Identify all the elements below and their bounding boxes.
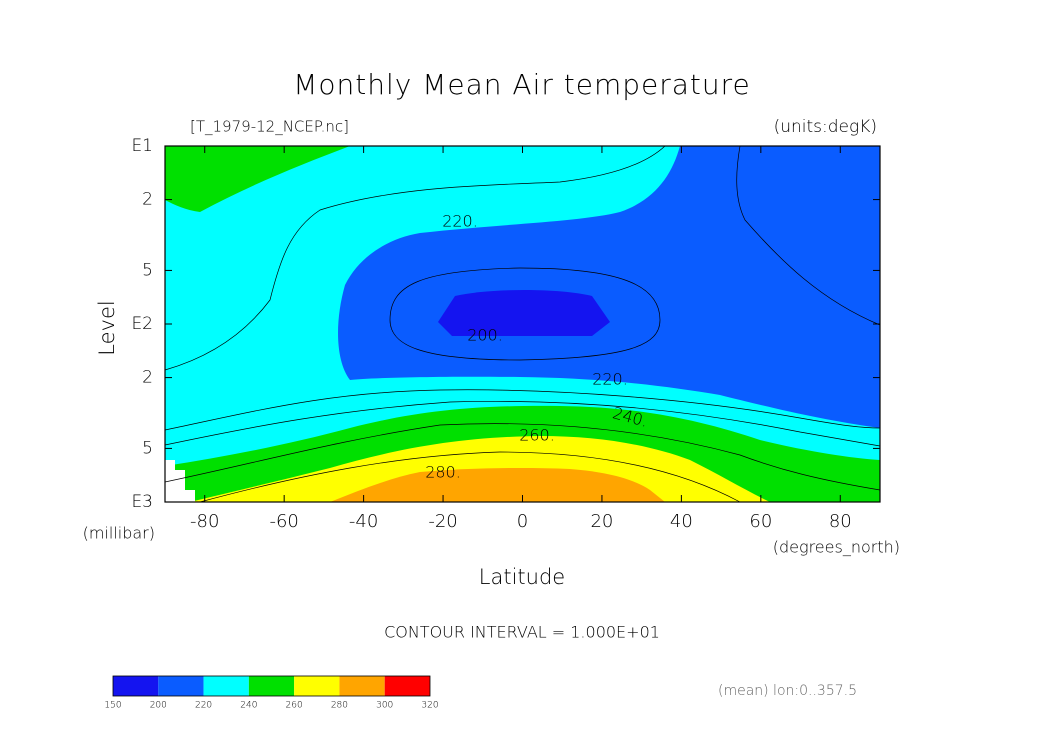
y-unit: (millibar): [83, 524, 155, 543]
x-tick-label: -80: [190, 511, 219, 532]
x-axis-label: Latitude: [479, 565, 565, 589]
y-axis-label: Level: [95, 300, 119, 355]
colorbar-swatch: [158, 676, 204, 696]
contour-line: [164, 400, 881, 447]
x-tick-label: 80: [829, 511, 852, 532]
y-tick-label: 5: [142, 260, 153, 280]
x-tick-label: -60: [269, 511, 298, 532]
y-tick-label: E3: [131, 492, 153, 512]
x-tick-label: -40: [349, 511, 378, 532]
band-region: [438, 290, 610, 336]
colorbar-swatch: [339, 676, 385, 696]
colorbar-label: 260: [286, 701, 303, 711]
contour-line: [164, 145, 666, 371]
plot-area: [164, 145, 881, 503]
x-tick-label: 20: [590, 511, 613, 532]
band-region: [330, 468, 665, 502]
x-tick-label: 60: [749, 511, 772, 532]
contour-label: 220.: [442, 212, 478, 231]
y-tick-label: 5: [142, 438, 153, 458]
colorbar-label: 320: [421, 701, 438, 711]
missing-data: [165, 460, 195, 502]
colorbar-swatch: [203, 676, 249, 696]
colorbar-label: 200: [150, 701, 167, 711]
y-tick-label: E1: [131, 136, 153, 156]
band-region: [338, 146, 880, 428]
colorbar-label: 220: [195, 701, 212, 711]
units-label: (units:degK): [774, 117, 877, 137]
contour-line: [389, 267, 661, 361]
contour-line: [736, 145, 881, 326]
contour-line: [199, 451, 741, 503]
x-unit: (degrees_north): [773, 538, 900, 557]
colorbar-swatch: [384, 676, 430, 696]
y-tick-label: E2: [131, 314, 153, 334]
contour-label: 200.: [467, 326, 503, 345]
note: (mean) lon:0..357.5: [718, 683, 857, 699]
chart-title: Monthly Mean Air temperature: [293, 68, 751, 101]
colorbar-frame: [112, 675, 431, 697]
contour-label: 220.: [592, 370, 628, 389]
x-tick-label: 40: [670, 511, 693, 532]
contour-label: 260.: [519, 426, 555, 445]
contour-line: [164, 423, 881, 491]
colorbar-label: 150: [104, 701, 121, 711]
colorbar-label: 300: [376, 701, 393, 711]
x-tick-label: -20: [428, 511, 457, 532]
subtitle: [T_1979-12_NCEP.nc]: [190, 118, 349, 136]
colorbar-swatch: [113, 676, 159, 696]
y-tick-label: 2: [142, 368, 153, 388]
colorbar-label: 280: [331, 701, 348, 711]
colorbar-swatch: [248, 676, 295, 696]
colorbar-label: 240: [240, 701, 257, 711]
x-tick-label: 0: [517, 511, 528, 532]
y-tick-label: 2: [142, 190, 153, 210]
contour-line: [164, 389, 881, 431]
band-region: [165, 146, 350, 212]
contour-label: 280.: [425, 463, 461, 482]
colorbar-swatch: [294, 676, 340, 696]
footer: CONTOUR INTERVAL = 1.000E+01: [384, 623, 660, 642]
